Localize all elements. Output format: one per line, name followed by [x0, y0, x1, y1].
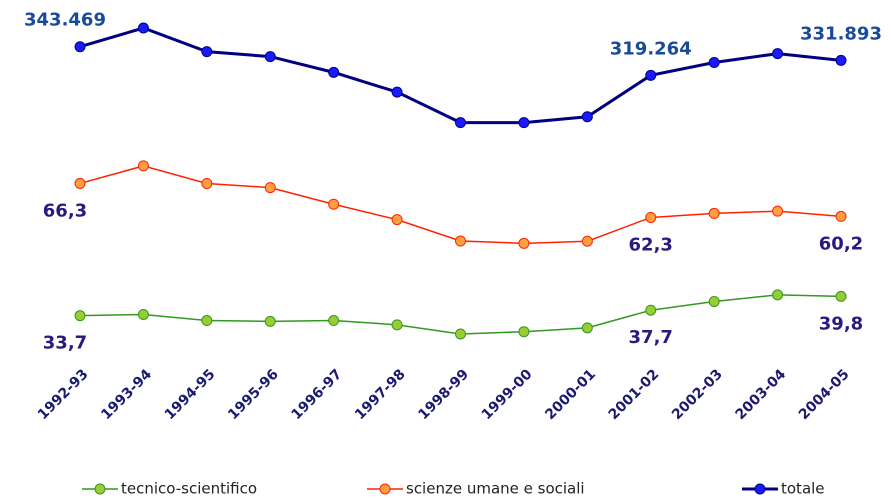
marker [137, 22, 149, 34]
x-tick-label: 1994-95 [162, 366, 219, 423]
x-tick-label: 2000-01 [542, 366, 599, 423]
legend-label: totale [781, 480, 825, 498]
marker [645, 211, 657, 223]
marker [581, 235, 593, 247]
x-tick-label: 1998-99 [415, 366, 472, 423]
marker [137, 308, 149, 320]
marker [455, 328, 466, 340]
marker [645, 69, 657, 81]
marker [201, 315, 213, 327]
marker [391, 319, 403, 331]
legend-label: tecnico-scientifico [121, 480, 257, 498]
marker [455, 117, 466, 129]
marker [581, 322, 593, 334]
x-tick-label: 1995-96 [225, 366, 282, 423]
marker [772, 48, 784, 60]
marker [391, 86, 403, 98]
marker [74, 310, 86, 322]
marker [581, 111, 593, 123]
marker [645, 304, 657, 316]
marker [772, 205, 784, 217]
legend-marker [754, 483, 766, 495]
data-label: 319.264 [610, 38, 692, 59]
x-tick-label: 1993-94 [98, 366, 155, 423]
data-label: 60,2 [819, 233, 863, 254]
data-label: 62,3 [629, 234, 673, 255]
marker [518, 326, 530, 338]
legend-label: scienze umane e sociali [406, 480, 585, 498]
series-line [79, 26, 842, 125]
marker [391, 214, 403, 226]
marker [328, 66, 340, 78]
x-tick-label: 1999-00 [479, 366, 536, 423]
marker [264, 51, 276, 63]
marker [74, 41, 86, 53]
data-label: 343.469 [24, 10, 106, 31]
legend-marker [94, 483, 106, 495]
x-tick-label: 1996-97 [289, 366, 346, 423]
marker [137, 160, 149, 172]
x-tick-label: 2002-03 [669, 366, 726, 423]
marker [455, 235, 466, 247]
marker [201, 177, 213, 189]
marker [264, 182, 276, 194]
marker [772, 289, 784, 301]
data-label: 331.893 [800, 23, 882, 44]
x-tick-label: 2001-02 [606, 366, 663, 423]
marker [835, 290, 847, 302]
marker [518, 237, 530, 249]
x-tick-label: 1992-93 [35, 366, 92, 423]
x-tick-label: 1997-98 [352, 366, 409, 423]
x-tick-label: 2003-04 [732, 366, 789, 423]
series-line [79, 165, 842, 245]
x-tick-label: 2004-05 [796, 366, 853, 423]
marker [518, 117, 530, 129]
marker [708, 207, 720, 219]
data-label: 37,7 [629, 327, 673, 348]
marker [708, 295, 720, 307]
marker [835, 54, 847, 66]
data-label: 39,8 [819, 313, 863, 334]
legend-marker [379, 483, 391, 495]
data-label: 33,7 [43, 333, 87, 354]
data-label: 66,3 [43, 200, 87, 221]
marker [328, 315, 340, 327]
marker [328, 198, 340, 210]
marker [835, 210, 847, 222]
marker [264, 315, 276, 327]
marker [201, 46, 213, 58]
series-line [79, 294, 842, 335]
marker [74, 177, 86, 189]
marker [708, 57, 720, 69]
